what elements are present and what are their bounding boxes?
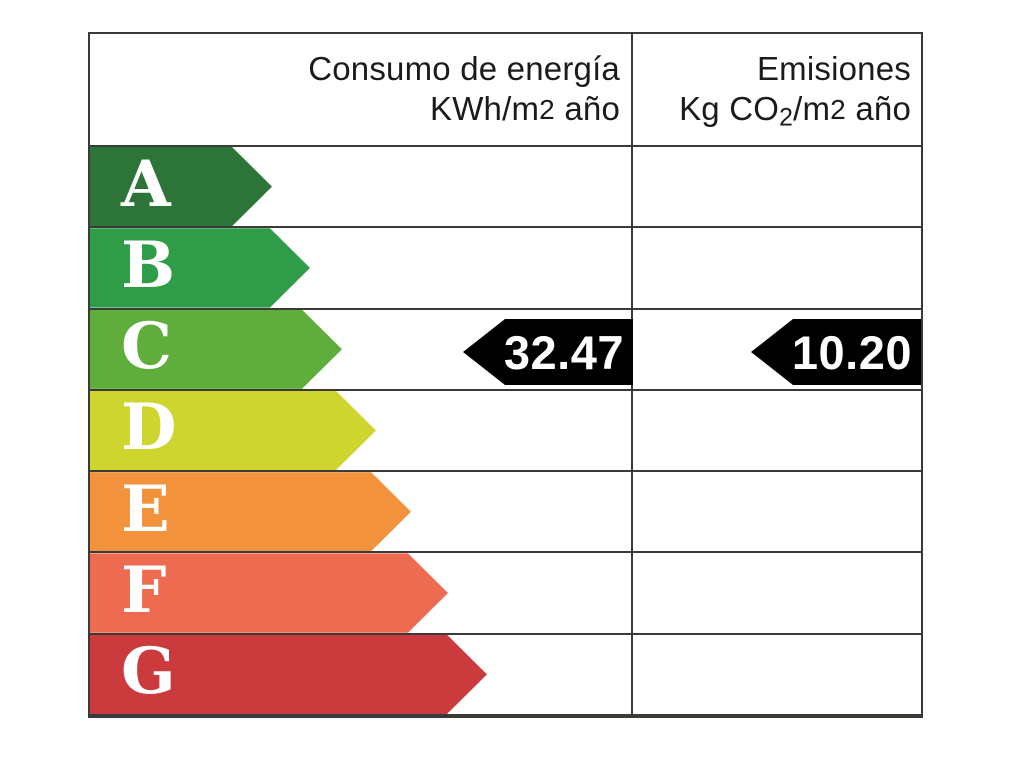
emissions-header-line2: Kg CO2/m2 año — [679, 90, 911, 132]
emissions-value-arrow: 10.20 — [751, 319, 921, 385]
rating-arrow-a: A — [90, 147, 272, 226]
rating-letter-e: E — [121, 471, 170, 547]
rating-letter-g: G — [121, 634, 176, 710]
rating-row-g: G — [90, 634, 921, 716]
rating-row-f: F — [90, 553, 921, 635]
rating-letter-c: C — [121, 309, 172, 385]
emissions-value: 10.20 — [791, 325, 912, 379]
rating-row-b: B — [90, 228, 921, 310]
rating-letter-f: F — [121, 553, 167, 629]
rating-arrow-g: G — [90, 635, 487, 714]
consumption-value: 32.47 — [503, 325, 624, 379]
rating-arrow-f: F — [90, 553, 448, 632]
rating-letter-a: A — [121, 146, 171, 222]
rating-arrow-b: B — [90, 228, 310, 307]
consumption-header: Consumo de energía KWh/m2 año — [90, 34, 631, 145]
table-header: Consumo de energía KWh/m2 año Emisiones … — [90, 34, 921, 147]
rating-letter-d: D — [121, 390, 177, 466]
consumption-value-arrow: 32.47 — [463, 319, 633, 385]
rating-row-e: E — [90, 472, 921, 554]
consumption-header-line1: Consumo de energía — [308, 50, 620, 87]
emissions-header: Emisiones Kg CO2/m2 año — [633, 34, 921, 145]
rating-table: Consumo de energía KWh/m2 año Emisiones … — [88, 32, 923, 718]
rating-row-d: D — [90, 390, 921, 473]
rating-arrow-c: C — [90, 310, 342, 389]
rating-arrow-e: E — [90, 472, 411, 551]
rating-arrow-d: D — [90, 391, 376, 470]
consumption-header-line2: KWh/m2 año — [429, 90, 620, 127]
rating-row-a: A — [90, 147, 921, 229]
rating-letter-b: B — [121, 227, 176, 303]
emissions-header-line1: Emisiones — [756, 50, 911, 87]
